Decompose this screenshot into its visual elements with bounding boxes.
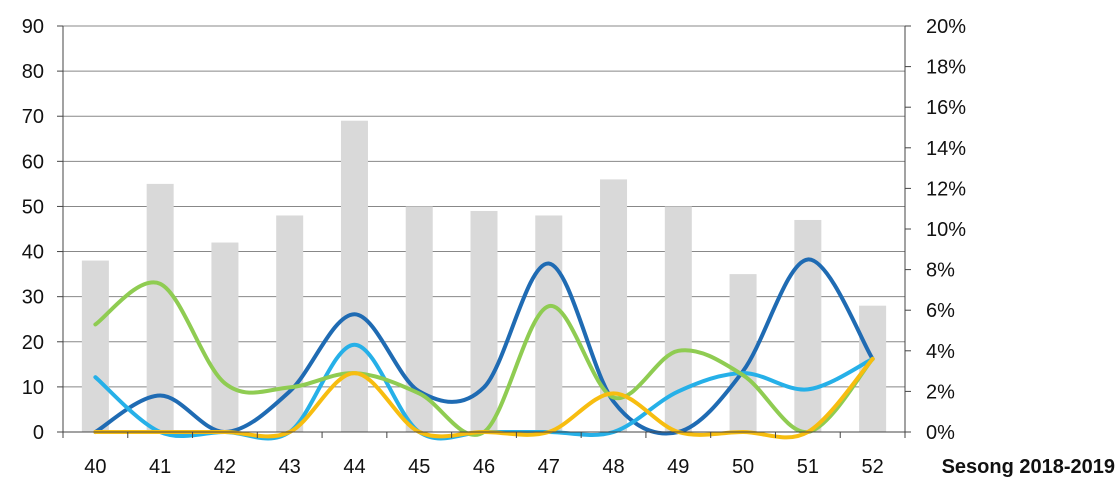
x-tick-label: 45	[408, 456, 430, 478]
x-tick-label: 51	[797, 456, 819, 478]
left-tick-label: 50	[22, 196, 44, 218]
right-tick-label: 8%	[926, 260, 955, 282]
axes	[57, 25, 911, 438]
right-tick-label: 16%	[926, 97, 966, 119]
x-tick-label: 46	[473, 456, 495, 478]
x-tick-label: 44	[343, 456, 365, 478]
right-tick-label: 14%	[926, 138, 966, 160]
left-tick-label: 80	[22, 61, 44, 83]
right-tick-label: 18%	[926, 57, 966, 79]
x-tick-label: 41	[149, 456, 171, 478]
right-tick-label: 2%	[926, 381, 955, 403]
bar-42	[211, 242, 239, 432]
bar-47	[535, 215, 563, 432]
bar-series	[81, 120, 887, 432]
x-axis-title: Sesong 2018-2019	[942, 456, 1115, 478]
bar-41	[146, 183, 174, 432]
left-tick-label: 20	[22, 332, 44, 354]
x-tick-label: 43	[279, 456, 301, 478]
right-tick-label: 10%	[926, 219, 966, 241]
right-tick-label: 4%	[926, 341, 955, 363]
left-tick-label: 10	[22, 377, 44, 399]
left-tick-label: 70	[22, 106, 44, 128]
tick-labels: 0 10 20 30 40 50 60 70 80 90 0% 2% 4% 6% 8% 10% 12% 14% 16…	[22, 16, 966, 478]
x-tick-label: 42	[214, 456, 236, 478]
right-tick-label: 12%	[926, 178, 966, 200]
bar-46	[470, 210, 498, 432]
left-tick-label: 30	[22, 287, 44, 309]
bar-40	[81, 260, 109, 432]
right-tick-label: 6%	[926, 300, 955, 322]
right-tick-label: 20%	[926, 16, 966, 38]
x-tick-label: 47	[538, 456, 560, 478]
x-tick-label: 40	[84, 456, 106, 478]
left-tick-label: 40	[22, 242, 44, 264]
x-tick-label: 48	[602, 456, 624, 478]
right-tick-label: 0%	[926, 422, 955, 444]
left-tick-label: 90	[22, 16, 44, 38]
left-tick-label: 0	[33, 422, 44, 444]
gridlines	[63, 25, 905, 388]
line-series-green	[93, 280, 875, 437]
bar-51	[794, 219, 822, 432]
x-tick-label: 50	[732, 456, 754, 478]
bar-43	[276, 215, 304, 432]
x-tick-label: 49	[667, 456, 689, 478]
x-tick-label: 52	[861, 456, 883, 478]
line-series-dark-blue	[93, 257, 875, 436]
left-tick-label: 60	[22, 151, 44, 173]
bar-44	[340, 120, 368, 432]
